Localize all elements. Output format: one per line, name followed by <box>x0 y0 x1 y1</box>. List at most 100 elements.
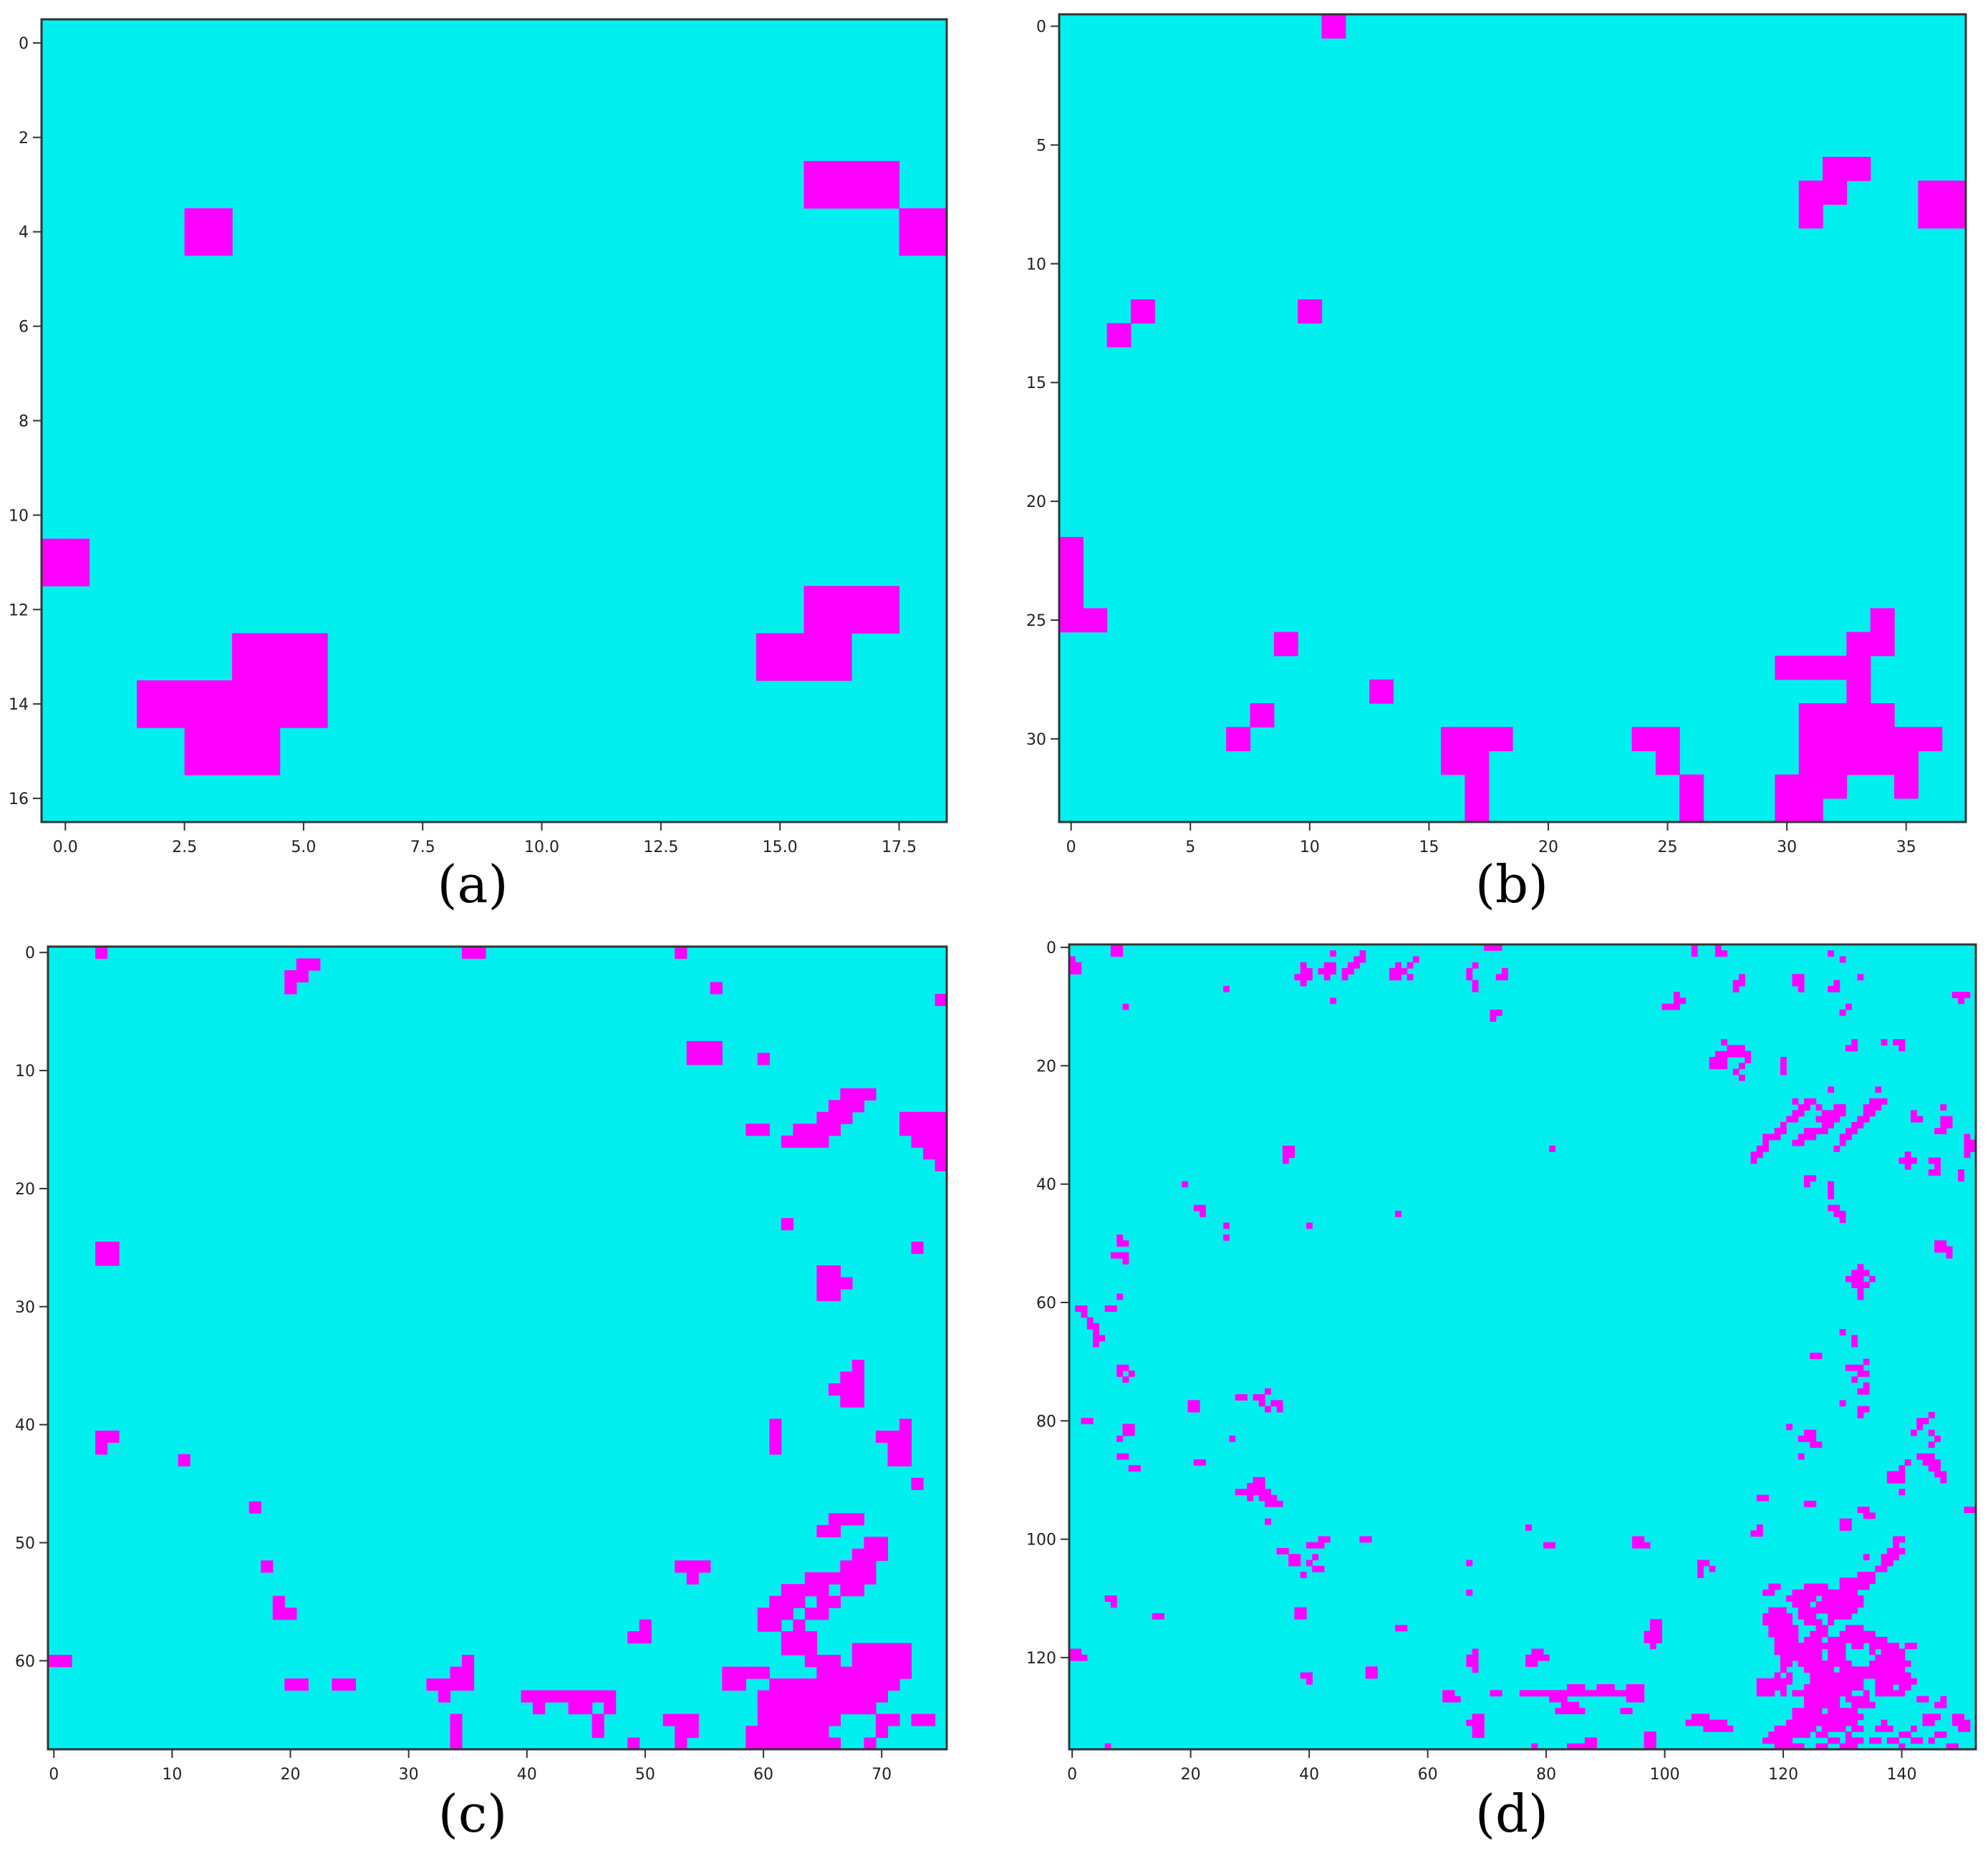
heatmap-cell <box>1798 1139 1805 1146</box>
heatmap-cell <box>1490 1015 1497 1023</box>
heatmap-cell <box>95 947 108 959</box>
heatmap-cell <box>1828 1678 1835 1685</box>
heatmap-cell <box>1075 968 1082 975</box>
heatmap-cell <box>1810 1619 1817 1626</box>
heatmap-cell <box>1833 1719 1840 1726</box>
heatmap-cell <box>1798 1648 1805 1655</box>
heatmap-cell <box>1312 1565 1319 1572</box>
heatmap-cell <box>1276 1548 1283 1555</box>
heatmap-cell <box>1472 1731 1479 1739</box>
heatmap-cell <box>1881 1684 1888 1691</box>
heatmap-cell <box>1703 1719 1710 1726</box>
heatmap-cell <box>639 1631 652 1644</box>
heatmap-cell <box>1756 1684 1763 1691</box>
heatmap-cell <box>1875 1098 1882 1105</box>
x-tick-label: 12.5 <box>643 838 678 856</box>
heatmap-cell <box>1780 1636 1787 1643</box>
heatmap-cell <box>1365 1672 1372 1679</box>
heatmap-cell <box>804 1737 817 1750</box>
heatmap-cell <box>1780 1625 1787 1632</box>
heatmap-cell <box>1934 1713 1941 1721</box>
heatmap-cell <box>1851 1708 1858 1715</box>
heatmap-cell <box>1804 1731 1810 1739</box>
heatmap-cell <box>1839 1577 1846 1585</box>
heatmap-cell <box>1638 1684 1645 1691</box>
heatmap-cell <box>1804 1098 1810 1105</box>
heatmap-cell <box>1591 1743 1598 1750</box>
heatmap-cell <box>1815 1601 1823 1608</box>
heatmap-cell <box>1537 1648 1544 1655</box>
heatmap-cell <box>1851 1364 1858 1371</box>
heatmap-cell <box>1780 1737 1787 1744</box>
heatmap-cell <box>1863 1696 1870 1703</box>
y-tick-label: 40 <box>1036 1176 1056 1194</box>
heatmap-cell <box>1306 1560 1313 1567</box>
heatmap-cell <box>1193 1406 1200 1413</box>
heatmap-cell <box>1116 1252 1124 1259</box>
heatmap-cell <box>1644 1542 1651 1549</box>
heatmap-cell <box>1857 1666 1864 1673</box>
heatmap-cell <box>1768 1737 1775 1744</box>
heatmap-cell <box>1928 1429 1935 1436</box>
heatmap-cell <box>450 1678 463 1691</box>
heatmap-cell <box>1851 1701 1858 1708</box>
heatmap-cell <box>1828 1725 1835 1732</box>
heatmap-cell <box>1804 1607 1810 1614</box>
heatmap-cell <box>1821 1684 1828 1691</box>
heatmap-cell <box>935 1123 947 1136</box>
heatmap-cell <box>828 1666 841 1679</box>
heatmap-cell <box>1472 985 1479 992</box>
heatmap-cell <box>698 1560 711 1573</box>
heatmap-cell <box>1780 1743 1787 1750</box>
heatmap-cell <box>1857 1696 1864 1703</box>
heatmap-cell <box>851 1690 864 1703</box>
heatmap-cell <box>1833 1672 1840 1679</box>
heatmap-cell <box>804 1631 817 1644</box>
heatmap-cell <box>438 1678 451 1691</box>
heatmap-cell <box>184 208 233 256</box>
heatmap-cell <box>1833 1110 1840 1117</box>
heatmap-cell <box>1804 1725 1810 1732</box>
heatmap-cell <box>1964 1146 1971 1152</box>
heatmap-cell <box>1857 1678 1864 1685</box>
heatmap-cell <box>1549 1696 1556 1703</box>
heatmap-cell <box>1934 1169 1941 1176</box>
heatmap-cell <box>1940 1246 1947 1253</box>
heatmap-cell <box>1845 1607 1852 1614</box>
heatmap-cell <box>1875 1678 1882 1685</box>
heatmap-cell <box>840 1277 853 1290</box>
heatmap-cell <box>804 1608 817 1620</box>
heatmap-cell <box>1490 944 1497 951</box>
panel-label: (d) <box>1475 1784 1548 1844</box>
heatmap-cell <box>1958 997 1965 1005</box>
heatmap-cell <box>1448 1690 1455 1697</box>
heatmap-cell <box>1656 1619 1663 1626</box>
heatmap-cell <box>1833 1601 1840 1608</box>
y-tick-label: 16 <box>9 791 29 808</box>
heatmap-cell <box>272 1595 285 1608</box>
heatmap-cell <box>1122 1252 1129 1259</box>
heatmap-cell <box>1833 1678 1840 1685</box>
heatmap-cell <box>1804 1660 1810 1667</box>
heatmap-cell <box>1288 1146 1295 1152</box>
heatmap-cell <box>662 1713 675 1726</box>
heatmap-cell <box>1886 1554 1893 1561</box>
heatmap-cell <box>1270 1400 1278 1407</box>
y-tick-label: 80 <box>1036 1413 1056 1431</box>
heatmap-cell <box>840 1702 853 1715</box>
heatmap-cell <box>1857 1630 1864 1638</box>
heatmap-cell <box>1940 1476 1947 1484</box>
y-tick-label: 10 <box>15 1063 35 1081</box>
heatmap-cell <box>1893 1039 1900 1046</box>
heatmap-cell <box>1110 1595 1117 1602</box>
heatmap-cell <box>438 1690 451 1703</box>
heatmap-cell <box>1875 1565 1882 1572</box>
heatmap-cell <box>1714 950 1722 957</box>
heatmap-cell <box>851 1560 864 1573</box>
heatmap-cell <box>1649 1619 1656 1626</box>
y-tick-label: 10 <box>9 507 29 525</box>
heatmap-cell <box>816 1289 829 1302</box>
heatmap-cell <box>1792 1654 1799 1661</box>
heatmap-cell <box>1958 992 1965 998</box>
heatmap-cell <box>1810 1098 1817 1105</box>
